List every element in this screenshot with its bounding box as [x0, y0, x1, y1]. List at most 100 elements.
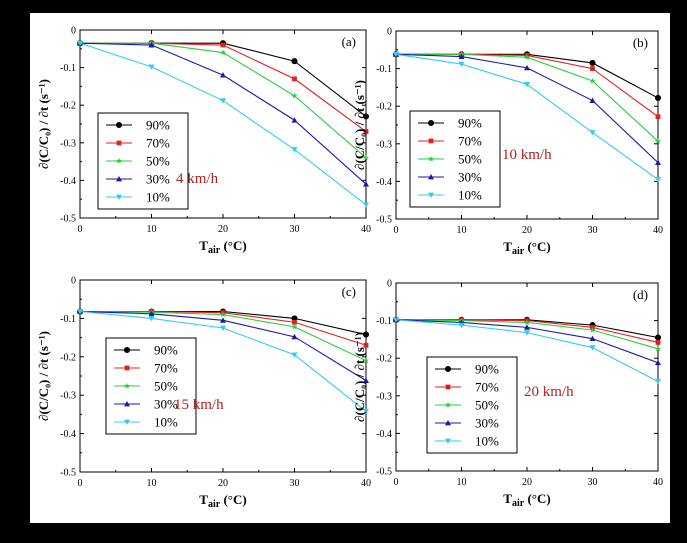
- y-tick-label: -0.3: [60, 391, 76, 402]
- data-point: [589, 335, 596, 342]
- x-tick-label: 40: [653, 477, 663, 488]
- legend-label: 70%: [146, 136, 170, 151]
- y-tick-label: -0.3: [60, 138, 76, 149]
- legend-label: 90%: [458, 116, 482, 131]
- panel-b: 0 10 20 30 40 0 -0.1 -0.2 -0.3 -0.4 -0.5 Tair (°C) ∂…: [352, 27, 663, 258]
- x-tick-label: 20: [522, 225, 532, 236]
- data-point: [524, 330, 530, 336]
- panel-a: 0 10 20 30 40 0 -0.1 -0.2 -0.3 -0.4 -0.5 Tair (°C) ∂…: [36, 26, 371, 257]
- legend-label: 50%: [146, 154, 170, 169]
- legend-label: 10%: [475, 434, 499, 449]
- data-point: [458, 53, 465, 59]
- x-axis-label-unit: (°C): [524, 239, 551, 254]
- x-axis-label: Tair (°C): [199, 492, 246, 510]
- legend-marker: [428, 174, 434, 180]
- x-tick-label: 0: [394, 477, 399, 488]
- data-point: [393, 51, 399, 58]
- data-point: [220, 325, 226, 331]
- legend-label: 90%: [154, 343, 178, 358]
- legend-marker: [124, 365, 130, 371]
- x-axis-label-unit: (°C): [524, 491, 551, 506]
- data-point: [148, 316, 155, 322]
- data-point: [589, 345, 596, 351]
- panel-label: (c): [342, 284, 356, 299]
- y-tick-label: -0.1: [60, 63, 76, 74]
- x-tick-label: 30: [588, 477, 598, 488]
- data-point: [362, 154, 370, 161]
- data-point: [523, 54, 531, 60]
- legend-label: 10%: [154, 415, 178, 430]
- data-point: [655, 359, 661, 366]
- x-tick-label: 20: [218, 478, 228, 489]
- y-axis-label: ∂(C/C₀) / ∂t (s⁻¹): [352, 332, 367, 422]
- legend-label: 50%: [154, 379, 178, 394]
- legend-marker: [116, 140, 122, 146]
- panel-d: 0 10 20 30 40 0 -0.1 -0.2 -0.3 -0.4 -0.5 Tair (°C) ∂…: [352, 279, 663, 510]
- y-tick-label: -0.4: [60, 429, 76, 440]
- x-axis-label-main: T: [199, 238, 208, 253]
- panel-label: (d): [633, 287, 648, 302]
- y-axis-label: ∂(C/C₀) / ∂t (s⁻¹): [36, 79, 51, 169]
- data-point: [589, 97, 596, 103]
- legend-marker: [445, 420, 451, 426]
- data-point: [219, 49, 227, 56]
- legend-marker: [444, 365, 452, 373]
- x-axis-label-unit: (°C): [220, 238, 247, 253]
- series-line-90%: [80, 42, 367, 117]
- x-tick-label: 0: [78, 224, 83, 235]
- x-tick-label: 20: [522, 477, 532, 488]
- legend-marker: [116, 176, 122, 182]
- data-point: [363, 202, 369, 208]
- legend-label: 30%: [146, 172, 170, 187]
- x-tick-label: 30: [290, 478, 300, 489]
- y-tick-label: -0.3: [376, 391, 392, 402]
- legend-marker: [445, 384, 451, 390]
- data-point: [524, 64, 530, 71]
- data-point: [291, 323, 298, 330]
- data-point: [654, 94, 662, 101]
- x-tick-label: 10: [457, 225, 467, 236]
- data-point: [393, 317, 399, 323]
- data-point: [291, 58, 298, 65]
- y-tick-label: -0.5: [60, 214, 76, 225]
- y-tick-label: -0.1: [376, 316, 392, 327]
- data-point: [654, 137, 662, 144]
- y-tick-label: -0.2: [60, 101, 76, 112]
- x-tick-label: 20: [218, 224, 228, 235]
- data-point: [148, 42, 155, 48]
- x-tick-label: 30: [290, 224, 300, 235]
- panel-c: 0 10 20 30 40 0 -0.1 -0.2 -0.3 -0.4 -0.5 Tair (°C) ∂…: [36, 276, 371, 511]
- legend-label: 50%: [458, 152, 482, 167]
- data-point: [363, 181, 369, 187]
- speed-annotation: 10 km/h: [502, 147, 552, 163]
- data-point: [523, 319, 531, 326]
- speed-annotation: 15 km/h: [174, 397, 224, 413]
- legend-marker: [115, 121, 123, 129]
- legend-label: 50%: [475, 398, 499, 413]
- x-axis-label-sub: air: [208, 245, 221, 256]
- y-tick-label: -0.2: [376, 102, 392, 113]
- legend-marker: [123, 346, 131, 354]
- data-point: [291, 352, 298, 358]
- y-tick-label: -0.5: [376, 467, 392, 478]
- data-point: [589, 326, 596, 333]
- data-point: [291, 147, 298, 153]
- data-point: [292, 76, 297, 82]
- data-point: [362, 331, 370, 338]
- legend-label: 90%: [475, 362, 499, 377]
- data-point: [524, 324, 530, 330]
- series-line-90%: [396, 53, 659, 99]
- data-point: [589, 130, 596, 136]
- legend-label: 30%: [154, 397, 178, 412]
- y-tick-label: -0.4: [376, 177, 392, 188]
- legend-label: 70%: [154, 361, 178, 376]
- legend-label: 10%: [458, 188, 482, 203]
- legend-marker: [445, 438, 451, 444]
- data-point: [292, 319, 297, 325]
- x-axis-label-main: T: [503, 239, 512, 254]
- legend-label: 30%: [458, 170, 482, 185]
- data-point: [363, 129, 369, 134]
- y-tick-label: 0: [71, 26, 76, 37]
- data-point: [590, 66, 595, 71]
- legend-label: 70%: [475, 380, 499, 395]
